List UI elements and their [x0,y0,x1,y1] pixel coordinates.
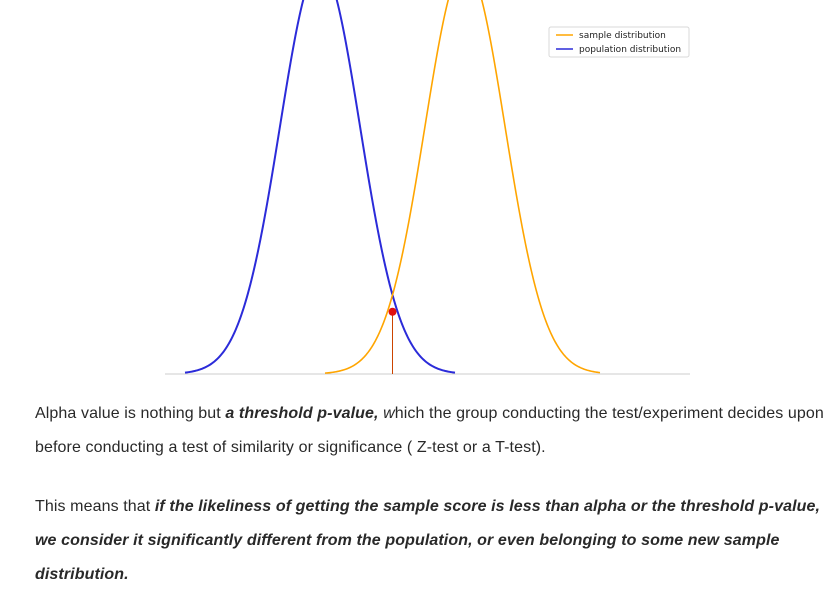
distribution-chart: sample distribution population distribut… [165,0,690,375]
p1-text-a: Alpha value is nothing but [35,405,226,422]
population-distribution-line [184,0,456,374]
legend: sample distribution population distribut… [548,26,690,58]
alpha-definition-paragraph: Alpha value is nothing but a threshold p… [35,397,835,465]
legend-label-population: population distribution [579,45,681,55]
p1-italic-w: w [383,405,395,422]
sample-distribution-line [324,0,601,374]
intersection-marker [388,307,397,316]
significance-paragraph: This means that if the likeliness of get… [35,490,835,592]
legend-label-sample: sample distribution [579,31,666,41]
p1-text-e: hich the group conducting the test/exper… [35,405,824,456]
legend-box [548,26,690,58]
p2-text-a: This means that [35,498,155,515]
significance-emphasis: if the likeliness of getting the sample … [35,498,821,583]
threshold-emphasis: a threshold p-value, [225,405,379,422]
distribution-chart-svg: sample distribution population distribut… [165,0,690,375]
